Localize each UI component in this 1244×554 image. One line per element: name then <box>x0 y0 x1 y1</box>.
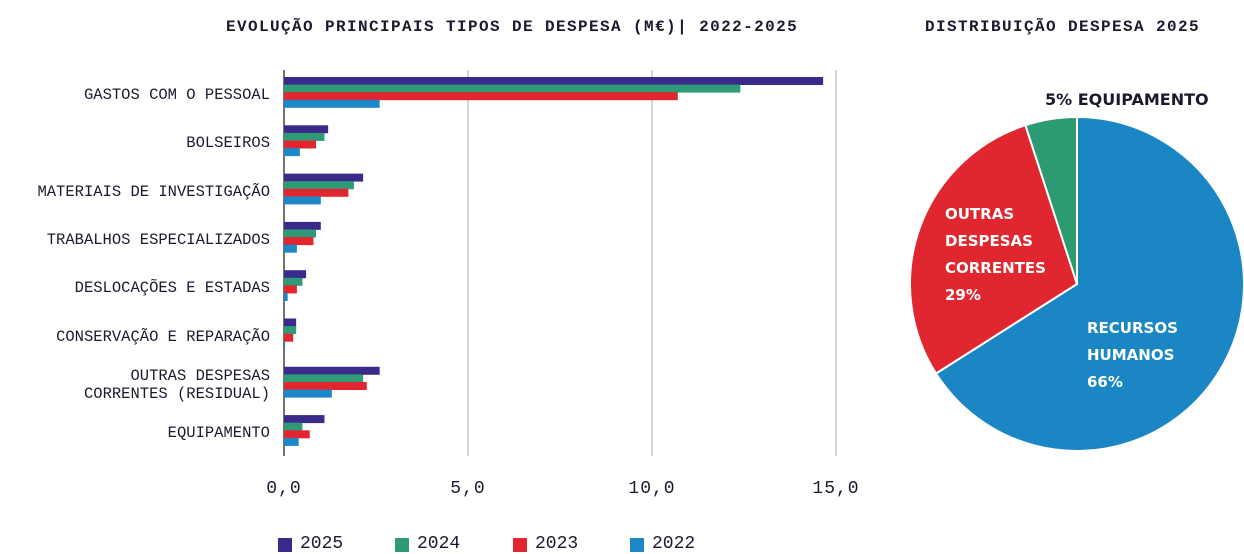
bar <box>284 77 824 85</box>
category-label: GASTOS COM O PESSOAL <box>83 86 270 104</box>
pie-value-label: 66% <box>1087 373 1123 391</box>
category-label: DESLOCAÇÕES E ESTADAS <box>74 279 270 298</box>
bar <box>284 382 367 390</box>
bar <box>284 270 307 279</box>
bar <box>284 181 354 190</box>
pie-category-label: EQUIPAMENTO <box>1077 90 1209 109</box>
bar <box>284 188 349 197</box>
pie-label: RECURSOS HUMANOS 66% <box>1087 315 1178 396</box>
legend-label: 2022 <box>652 534 696 554</box>
category-label: BOLSEIROS <box>186 134 270 153</box>
bar <box>284 237 314 246</box>
bar <box>284 244 297 253</box>
bar <box>284 374 364 383</box>
bar <box>284 132 325 141</box>
pie-category-label: OUTRAS DESPESAS CORRENTES <box>945 205 1046 277</box>
bar <box>284 285 297 294</box>
bar <box>284 92 678 101</box>
bar-chart-title: EVOLUÇÃO PRINCIPAIS TIPOS DE DESPESA (M€… <box>226 18 799 36</box>
bar <box>284 366 380 375</box>
pie-category-label: RECURSOS HUMANOS <box>1087 319 1178 364</box>
x-tick-label: 10,0 <box>628 479 676 499</box>
bar <box>284 341 286 350</box>
category-label: OUTRAS DESPESAS CORRENTES (RESIDUAL) <box>83 366 270 403</box>
pie-chart-title: DISTRIBUIÇÃO DESPESA 2025 <box>925 18 1201 36</box>
legend-label: 2023 <box>535 534 579 554</box>
category-label: EQUIPAMENTO <box>167 424 270 443</box>
bar <box>284 437 299 446</box>
x-tick-label: 5,0 <box>450 479 486 499</box>
x-tick-label: 0,0 <box>266 479 302 499</box>
pie-label: 5% EQUIPAMENTO <box>1045 86 1209 113</box>
pie-value-label: 5% <box>1045 90 1073 109</box>
bar <box>284 221 321 230</box>
pie-slice <box>908 123 1079 375</box>
bar <box>284 389 332 398</box>
bar <box>284 229 317 238</box>
legend-label: 2024 <box>417 534 461 554</box>
pie-slice <box>934 115 1244 452</box>
pie-label: OUTRAS DESPESAS CORRENTES 29% <box>945 201 1046 309</box>
bar <box>284 415 325 424</box>
category-label: CONSERVAÇÃO E REPARAÇÃO <box>56 327 270 346</box>
bar <box>284 333 294 342</box>
bar <box>284 196 321 205</box>
bar <box>284 277 303 286</box>
bar <box>284 125 329 134</box>
bar <box>284 430 310 439</box>
legend-swatch <box>513 538 527 552</box>
bar <box>284 99 380 108</box>
bar <box>284 318 297 327</box>
bar <box>284 293 288 301</box>
legend-swatch <box>395 538 409 552</box>
bar <box>284 326 297 335</box>
category-label: MATERIAIS DE INVESTIGAÇÃO <box>37 182 270 201</box>
bar <box>284 422 303 431</box>
pie-slice <box>1024 115 1078 285</box>
bar <box>284 173 364 182</box>
bar <box>284 148 300 157</box>
legend-label: 2025 <box>300 534 344 554</box>
legend-swatch <box>278 538 292 552</box>
category-label: TRABALHOS ESPECIALIZADOS <box>46 230 270 249</box>
pie-value-label: 29% <box>945 286 981 304</box>
bar <box>284 140 317 149</box>
x-tick-label: 15,0 <box>812 479 860 499</box>
bar <box>284 84 741 93</box>
legend-swatch <box>630 538 644 552</box>
